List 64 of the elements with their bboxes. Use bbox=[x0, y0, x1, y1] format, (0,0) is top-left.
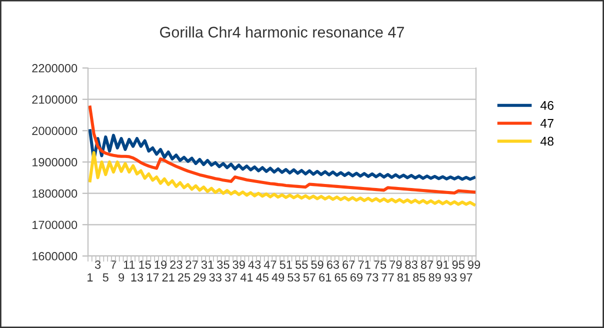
x-tick-label: 43 bbox=[248, 260, 261, 269]
x-tick-label: 11 bbox=[124, 260, 135, 269]
x-tick-label: 17 bbox=[147, 273, 159, 282]
line-series bbox=[88, 151, 476, 206]
x-tick-label: 63 bbox=[326, 260, 339, 269]
x-tick-label: 51 bbox=[280, 260, 292, 269]
x-tick-label: 7 bbox=[110, 260, 116, 269]
x-tick-label: 97 bbox=[460, 273, 472, 282]
x-tick-label: 5 bbox=[102, 273, 108, 282]
x-tick-label: 79 bbox=[390, 260, 402, 269]
x-tick-label: 35 bbox=[217, 260, 230, 269]
x-tick-label: 57 bbox=[303, 273, 316, 282]
x-tick-label: 83 bbox=[405, 260, 418, 269]
x-tick-label: 99 bbox=[468, 260, 480, 269]
x-tick-label: 3 bbox=[94, 260, 101, 269]
x-tick-label: 77 bbox=[382, 273, 394, 282]
x-tick-label: 1 bbox=[88, 273, 93, 282]
legend-label: 47 bbox=[540, 119, 554, 128]
x-tick-label: 49 bbox=[272, 273, 284, 282]
legend-label: 46 bbox=[540, 101, 554, 110]
legend-label: 48 bbox=[540, 136, 554, 146]
x-tick-label: 31 bbox=[201, 260, 214, 269]
x-tick-label: 85 bbox=[413, 273, 426, 282]
x-tick-label: 45 bbox=[256, 273, 268, 282]
x-tick-label: 23 bbox=[170, 260, 182, 269]
y-tick-label: 2100000 bbox=[32, 95, 78, 104]
x-tick-label: 15 bbox=[139, 260, 151, 269]
x-tick-label: 59 bbox=[311, 260, 324, 269]
x-tick-label: 65 bbox=[334, 273, 347, 282]
x-tick-label: 25 bbox=[178, 273, 190, 282]
x-tick-label: 71 bbox=[358, 260, 370, 269]
line-series bbox=[88, 106, 476, 195]
x-tick-label: 93 bbox=[444, 273, 457, 282]
line-series bbox=[88, 129, 476, 181]
x-tick-label: 95 bbox=[452, 260, 464, 269]
x-tick-label: 53 bbox=[288, 273, 300, 282]
x-tick-label: 73 bbox=[366, 273, 378, 282]
x-tick-label: 69 bbox=[350, 273, 362, 282]
x-tick-label: 75 bbox=[374, 260, 386, 269]
x-tick-label: 47 bbox=[264, 260, 276, 269]
x-tick-label: 89 bbox=[428, 273, 441, 282]
x-tick-label: 19 bbox=[154, 260, 167, 269]
x-tick-label: 91 bbox=[436, 260, 449, 269]
x-tick-label: 61 bbox=[319, 273, 332, 282]
x-tick-label: 33 bbox=[209, 273, 222, 282]
y-tick-label: 1600000 bbox=[32, 252, 78, 260]
x-tick-label: 9 bbox=[118, 273, 124, 282]
y-tick-label: 1700000 bbox=[32, 220, 78, 230]
x-tick-label: 87 bbox=[420, 260, 433, 269]
chart-title: Gorilla Chr4 harmonic resonance 47 bbox=[160, 26, 404, 38]
x-tick-label: 67 bbox=[342, 260, 355, 269]
x-tick-label: 41 bbox=[240, 273, 253, 282]
x-tick-label: 81 bbox=[397, 273, 410, 282]
y-tick-label: 2200000 bbox=[32, 64, 78, 72]
y-tick-label: 1900000 bbox=[32, 158, 78, 166]
x-tick-label: 29 bbox=[194, 273, 206, 282]
y-tick-label: 1800000 bbox=[32, 189, 78, 198]
x-tick-label: 21 bbox=[162, 273, 174, 282]
x-tick-label: 13 bbox=[131, 273, 144, 282]
x-tick-label: 37 bbox=[224, 273, 238, 282]
y-tick-label: 2000000 bbox=[32, 126, 78, 136]
x-tick-label: 39 bbox=[232, 260, 245, 269]
x-tick-label: 27 bbox=[186, 260, 198, 269]
x-tick-label: 55 bbox=[296, 260, 308, 269]
